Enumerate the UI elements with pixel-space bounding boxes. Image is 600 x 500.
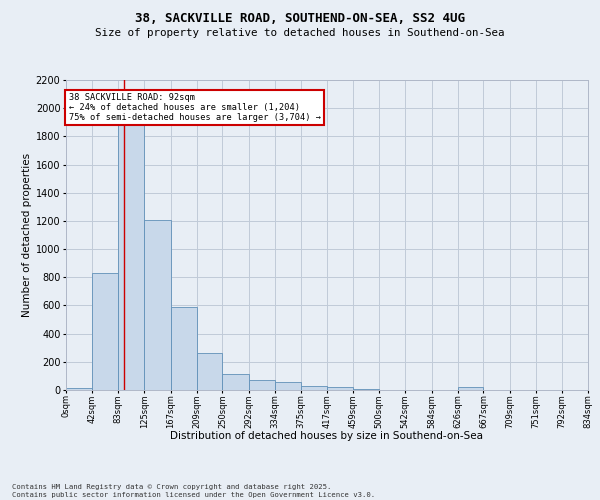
Text: 38, SACKVILLE ROAD, SOUTHEND-ON-SEA, SS2 4UG: 38, SACKVILLE ROAD, SOUTHEND-ON-SEA, SS2…	[135, 12, 465, 26]
Text: 38 SACKVILLE ROAD: 92sqm
← 24% of detached houses are smaller (1,204)
75% of sem: 38 SACKVILLE ROAD: 92sqm ← 24% of detach…	[68, 92, 320, 122]
Bar	[458, 387, 484, 390]
Bar	[118, 120, 144, 390]
Bar	[275, 382, 301, 390]
X-axis label: Distribution of detached houses by size in Southend-on-Sea: Distribution of detached houses by size …	[170, 431, 484, 441]
Bar	[144, 220, 170, 390]
Y-axis label: Number of detached properties: Number of detached properties	[22, 153, 32, 317]
Bar	[301, 386, 327, 390]
Text: Size of property relative to detached houses in Southend-on-Sea: Size of property relative to detached ho…	[95, 28, 505, 38]
Bar	[170, 307, 197, 390]
Bar	[66, 388, 92, 390]
Bar	[197, 354, 223, 390]
Bar	[327, 387, 353, 390]
Bar	[249, 380, 275, 390]
Bar	[223, 374, 249, 390]
Bar	[92, 273, 118, 390]
Text: Contains HM Land Registry data © Crown copyright and database right 2025.
Contai: Contains HM Land Registry data © Crown c…	[12, 484, 375, 498]
